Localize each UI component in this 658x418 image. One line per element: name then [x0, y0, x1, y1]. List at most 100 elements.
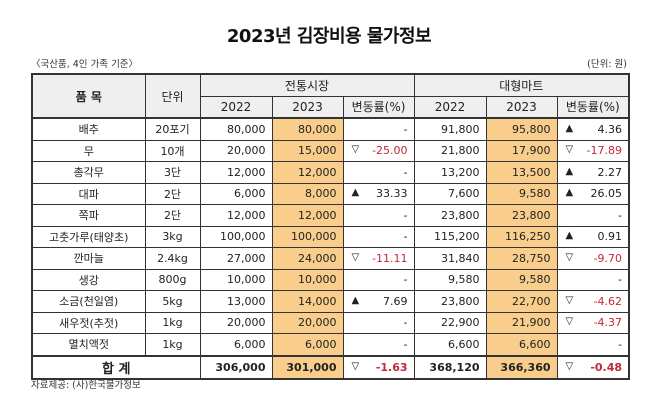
mart-2023-price: 23,800 [485, 204, 558, 227]
mart-2023-price: 13,500 [485, 161, 558, 184]
item-name: 깐마늘 [31, 247, 146, 270]
price-table: 품 목 단위 전통시장 대형마트 2022 2023 변동률(%) 2022 2… [31, 73, 631, 380]
item-name: 새우젓(추젓) [31, 311, 146, 334]
trad-change: - [342, 311, 415, 334]
mart-2022-price: 6,600 [413, 333, 487, 356]
table-row: 생강 800g 10,000 10,000-9,580 9,580- [31, 268, 630, 291]
unit-note: (단위: 원) [587, 59, 627, 70]
header-traditional-market: 전통시장 [199, 73, 415, 97]
item-unit: 10개 [144, 139, 201, 162]
header-trad-2023: 2023 [271, 95, 344, 119]
total-mart-2023: 366,360 [485, 354, 558, 379]
change-value: 33.33 [376, 187, 408, 201]
mart-2023-price: 28,750 [485, 247, 558, 270]
down-triangle-icon: ▽ [565, 144, 574, 156]
change-value: -17.89 [586, 144, 623, 158]
trad-2023-price: 20,000 [271, 311, 344, 334]
mart-2023-price: 17,900 [485, 139, 558, 162]
mart-2022-price: 21,800 [413, 139, 487, 162]
down-triangle-icon: ▽ [565, 251, 574, 263]
change-value: - [403, 165, 408, 179]
change-value: -25.00 [372, 144, 408, 158]
down-triangle-icon: ▽ [565, 360, 574, 372]
mart-2022-price: 23,800 [413, 204, 487, 227]
header-item: 품 목 [31, 73, 146, 119]
mart-2023-price: 6,600 [485, 333, 558, 356]
header-mart-2022: 2022 [413, 95, 487, 119]
mart-change: ▽ -4.62 [556, 290, 630, 313]
trad-2023-price: 6,000 [271, 333, 344, 356]
mart-change: - [556, 204, 630, 227]
mart-2023-price: 116,250 [485, 225, 558, 248]
header-mart: 대형마트 [413, 73, 630, 97]
change-value: - [618, 273, 623, 287]
item-unit: 5kg [144, 290, 201, 313]
item-unit: 2단 [144, 182, 201, 205]
change-value: - [618, 337, 623, 351]
trad-2022-price: 20,000 [199, 139, 273, 162]
up-triangle-icon: ▲ [565, 122, 574, 134]
change-value: - [403, 208, 408, 222]
table-row: 멸치액젓 1kg 6,000 6,000-6,600 6,600- [31, 333, 630, 356]
item-name: 쪽파 [31, 204, 146, 227]
mart-2022-price: 22,900 [413, 311, 487, 334]
up-triangle-icon: ▲ [565, 165, 574, 177]
trad-2023-price: 8,000 [271, 182, 344, 205]
total-mart-change: ▽ -0.48 [556, 354, 630, 379]
item-name: 멸치액젓 [31, 333, 146, 356]
table-row: 쪽파 2단 12,000 12,000-23,800 23,800- [31, 204, 630, 227]
change-value: - [403, 337, 408, 351]
header-mart-change: 변동률(%) [556, 95, 630, 119]
mart-2022-price: 13,200 [413, 161, 487, 184]
trad-2023-price: 10,000 [271, 268, 344, 291]
page-title: 2023년 김장비용 물가정보 [226, 26, 432, 47]
table-row: 고춧가루(태양초) 3kg 100,000 100,000-115,200 116,25… [31, 225, 630, 248]
item-unit: 1kg [144, 333, 201, 356]
up-triangle-icon: ▲ [565, 230, 574, 242]
trad-change: - [342, 333, 415, 356]
mart-2022-price: 115,200 [413, 225, 487, 248]
mart-change: ▲ 4.36 [556, 117, 630, 141]
trad-2022-price: 12,000 [199, 204, 273, 227]
trad-2023-price: 80,000 [271, 117, 344, 141]
table-row: 대파 2단 6,000 8,000 ▲ 33.33 7,600 9,580 ▲ 26.05 [31, 182, 630, 205]
total-row: 합 계 306,000 301,000 ▽ -1.63 368,120 366,360 ▽ -0… [31, 354, 630, 379]
table-row: 무 10개 20,000 15,000 ▽ -25.00 21,800 17,900 ▽ -17.… [31, 139, 630, 162]
change-value: 26.05 [590, 187, 623, 201]
up-triangle-icon: ▲ [351, 294, 360, 306]
header-unit: 단위 [144, 73, 201, 119]
mart-2022-price: 7,600 [413, 182, 487, 205]
down-triangle-icon: ▽ [565, 294, 574, 306]
item-name: 대파 [31, 182, 146, 205]
trad-2023-price: 24,000 [271, 247, 344, 270]
trad-change: - [342, 161, 415, 184]
trad-2022-price: 13,000 [199, 290, 273, 313]
change-value: - [618, 208, 623, 222]
up-triangle-icon: ▲ [565, 187, 574, 199]
trad-change: - [342, 225, 415, 248]
item-unit: 3kg [144, 225, 201, 248]
trad-2022-price: 80,000 [199, 117, 273, 141]
mart-2023-price: 22,700 [485, 290, 558, 313]
change-value: - [403, 316, 408, 330]
trad-change: ▲ 33.33 [342, 182, 415, 205]
item-name: 고춧가루(태양초) [31, 225, 146, 248]
table-row: 배추 20포기 80,000 80,000-91,800 95,800 ▲ 4.36 [31, 117, 630, 141]
mart-2022-price: 31,840 [413, 247, 487, 270]
trad-2022-price: 12,000 [199, 161, 273, 184]
down-triangle-icon: ▽ [351, 144, 360, 156]
item-name: 생강 [31, 268, 146, 291]
table-row: 총각무 3단 12,000 12,000-13,200 13,500 ▲ 2.27 [31, 161, 630, 184]
mart-change: ▽ -9.70 [556, 247, 630, 270]
change-value: 2.27 [597, 165, 623, 179]
header-trad-2022: 2022 [199, 95, 273, 119]
change-value: -1.63 [375, 360, 408, 374]
trad-change: ▽ -25.00 [342, 139, 415, 162]
trad-2023-price: 12,000 [271, 161, 344, 184]
mart-change: - [556, 268, 630, 291]
trad-2022-price: 20,000 [199, 311, 273, 334]
trad-2022-price: 100,000 [199, 225, 273, 248]
trad-change: ▲ 7.69 [342, 290, 415, 313]
trad-2023-price: 12,000 [271, 204, 344, 227]
down-triangle-icon: ▽ [351, 360, 360, 372]
